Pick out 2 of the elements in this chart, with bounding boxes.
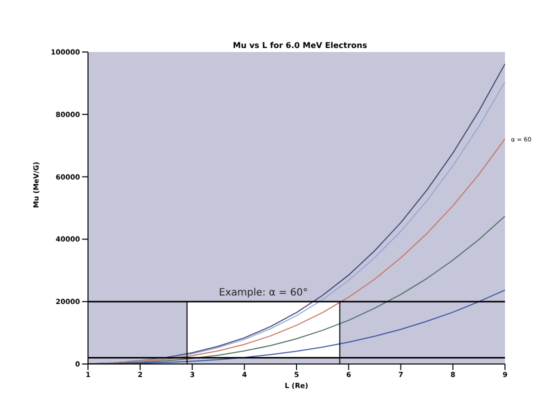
chart-title: Mu vs L for 6.0 MeV Electrons [232,41,368,50]
annotation: Example: α = 60° [218,288,308,299]
